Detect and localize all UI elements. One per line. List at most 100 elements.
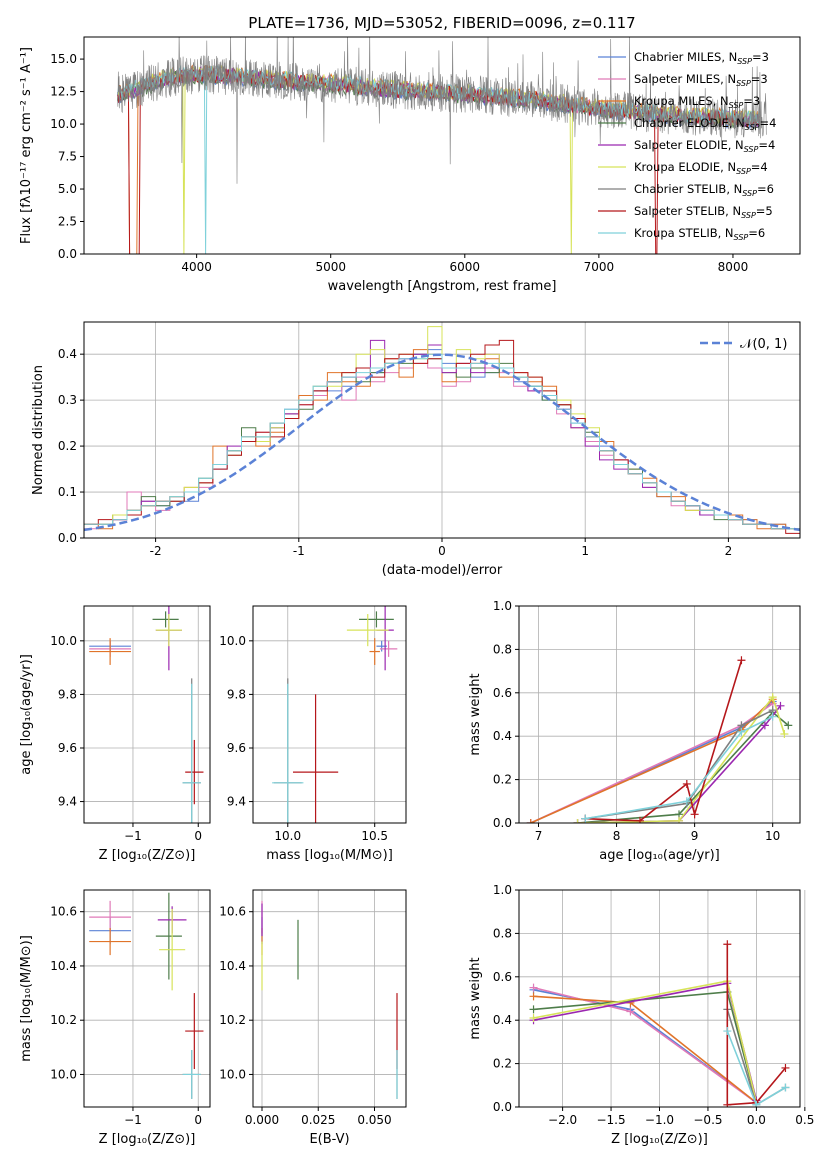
weight-marker [529,992,538,1001]
errorbar-point-kroupa-miles [89,927,132,956]
errorbar-point-chabrier-elodie [155,892,182,980]
y-tick-label: 10.0 [219,634,246,648]
errorbar-point-kroupa-elodie [346,614,389,647]
weight-marker [768,693,777,702]
y-tick-label: 10.0 [50,1067,77,1081]
x-tick-label: −1 [124,1113,142,1127]
y-tick-label: 0.6 [493,970,512,984]
errorbar-point-chabrier-elodie [359,611,394,628]
x-tick-label: −1.0 [645,1113,674,1127]
chart-residual-histogram: -2 -1 0 1 2 0.0 0.1 0.2 0.3 0.4 (data-model)/error… [31,321,801,578]
x-axis-label: Z [log₁₀(Z/Z⊙)] [611,1132,708,1147]
plot-area [89,606,204,823]
y-tick-label: 9.4 [227,795,246,809]
y-axis-label: mass [log₁₀(M/M⊙)] [19,935,34,1062]
x-tick-label: 6000 [450,260,481,274]
errorbar-point-kroupa-miles [369,638,380,665]
y-tick-label: 1.0 [493,883,512,897]
x-tick-label: −1.5 [596,1113,625,1127]
x-tick-label: −0.5 [693,1113,722,1127]
x-tick-label: 0 [438,544,446,558]
y-tick-label: 10.4 [50,959,77,973]
weight-marker [723,940,732,949]
weight-marker [781,1063,790,1072]
errorbar-point-salpeter-stelib [292,694,339,823]
errorbar-point-kroupa-miles [89,638,132,665]
x-tick-label: 5000 [315,260,346,274]
legend-label: Kroupa ELODIE, NSSP=4 [634,160,768,176]
x-tick-label: 1 [581,544,589,558]
y-tick-label: 0.2 [493,1057,512,1071]
errorbar-point-kroupa-stelib [182,683,201,823]
weight-marker [781,1083,790,1092]
x-tick-label: 8000 [718,260,749,274]
x-tick-label: −2.0 [548,1113,577,1127]
errorbar-point-kroupa-elodie [159,908,186,991]
y-tick-label: 10.6 [50,905,77,919]
legend-label: Salpeter STELIB, NSSP=5 [634,204,773,220]
normal-reference-curve [84,353,800,532]
errorbar-point-kroupa-elodie [155,614,182,647]
y-tick-label: 0.8 [493,642,512,656]
plot-area [117,37,767,254]
data-spectrum-line [117,37,767,184]
weight-marker [768,712,777,721]
weight-marker [573,819,582,823]
weight-marker [760,721,769,730]
y-axis-label: Normed distribution [31,365,46,495]
legend-label: Salpeter ELODIE, NSSP=4 [634,138,775,154]
y-tick-label: 0.0 [58,247,77,261]
y-tick-label: 15.0 [50,52,77,66]
chart-age-vs-Z: −1 0 9.4 9.6 9.8 10.0 Z [log₁₀(Z/Z⊙)] age [log₁… [19,605,211,863]
axes-frame [252,605,407,824]
y-tick-label: 10.2 [219,1013,246,1027]
x-tick-label: 4000 [181,260,212,274]
x-tick-label: 10.5 [361,829,388,843]
axes-frame [83,889,211,1108]
histogram-step-kroupa-stelib [84,353,800,538]
x-tick-label: -1 [293,544,305,558]
x-tick-label: 8 [613,829,621,843]
x-axis-label: wavelength [Angstrom, rest frame] [328,279,557,294]
weight-line-salpeter-stelib [726,944,787,1106]
y-tick-label: 0.2 [493,773,512,787]
x-tick-label: 0 [194,829,202,843]
weight-line-salpeter-miles [533,986,757,1104]
y-tick-label: 5.0 [58,182,77,196]
y-tick-label: 10.0 [50,634,77,648]
x-tick-label: 0 [194,1113,202,1127]
y-tick-label: 0.4 [58,347,77,361]
weight-marker [529,1005,538,1014]
weight-marker [581,814,590,823]
x-tick-label: 2 [725,544,733,558]
weight-line-kroupa-elodie [577,695,786,823]
y-tick-label: 2.5 [58,215,77,229]
legend-label: Chabrier ELODIE, NSSP=4 [634,116,776,132]
x-tick-label: 9 [691,829,699,843]
weight-line-chabrier-miles [530,700,774,823]
y-tick-label: 0.0 [58,531,77,545]
y-axis-label: Flux [fλ10⁻¹⁷ erg cm⁻² s⁻¹ A⁻¹] [19,47,34,244]
y-tick-label: 10.6 [219,905,246,919]
chart-mass-vs-ebv: 0.000 0.025 0.050 10.0 10.2 10.4 10.6 E(B-V) [219,889,407,1147]
weight-line-kroupa-stelib [585,715,774,820]
y-tick-label: 9.6 [227,741,246,755]
legend-label: 𝒩(0, 1) [740,337,787,352]
errorbar-point-kroupa-stelib [272,683,304,823]
y-tick-label: 0.6 [493,686,512,700]
y-tick-label: 9.8 [58,687,77,701]
y-tick-label: 0.4 [493,1013,512,1027]
plot-area [272,606,398,823]
x-axis-label: Z [log₁₀(Z/Z⊙)] [99,1132,196,1147]
legend: Chabrier MILES, NSSP=3 Salpeter MILES, NS… [598,50,776,242]
y-tick-label: 9.4 [58,795,77,809]
y-tick-label: 7.5 [58,150,77,164]
y-tick-label: 0.0 [493,816,512,830]
weight-marker [626,1007,635,1016]
axes-frame [252,889,407,1108]
y-tick-label: 9.6 [58,741,77,755]
legend-label: Chabrier STELIB, NSSP=6 [634,182,774,198]
weight-marker [723,1100,732,1107]
x-tick-label: −1 [124,829,142,843]
legend-label: Kroupa MILES, NSSP=3 [634,94,760,110]
